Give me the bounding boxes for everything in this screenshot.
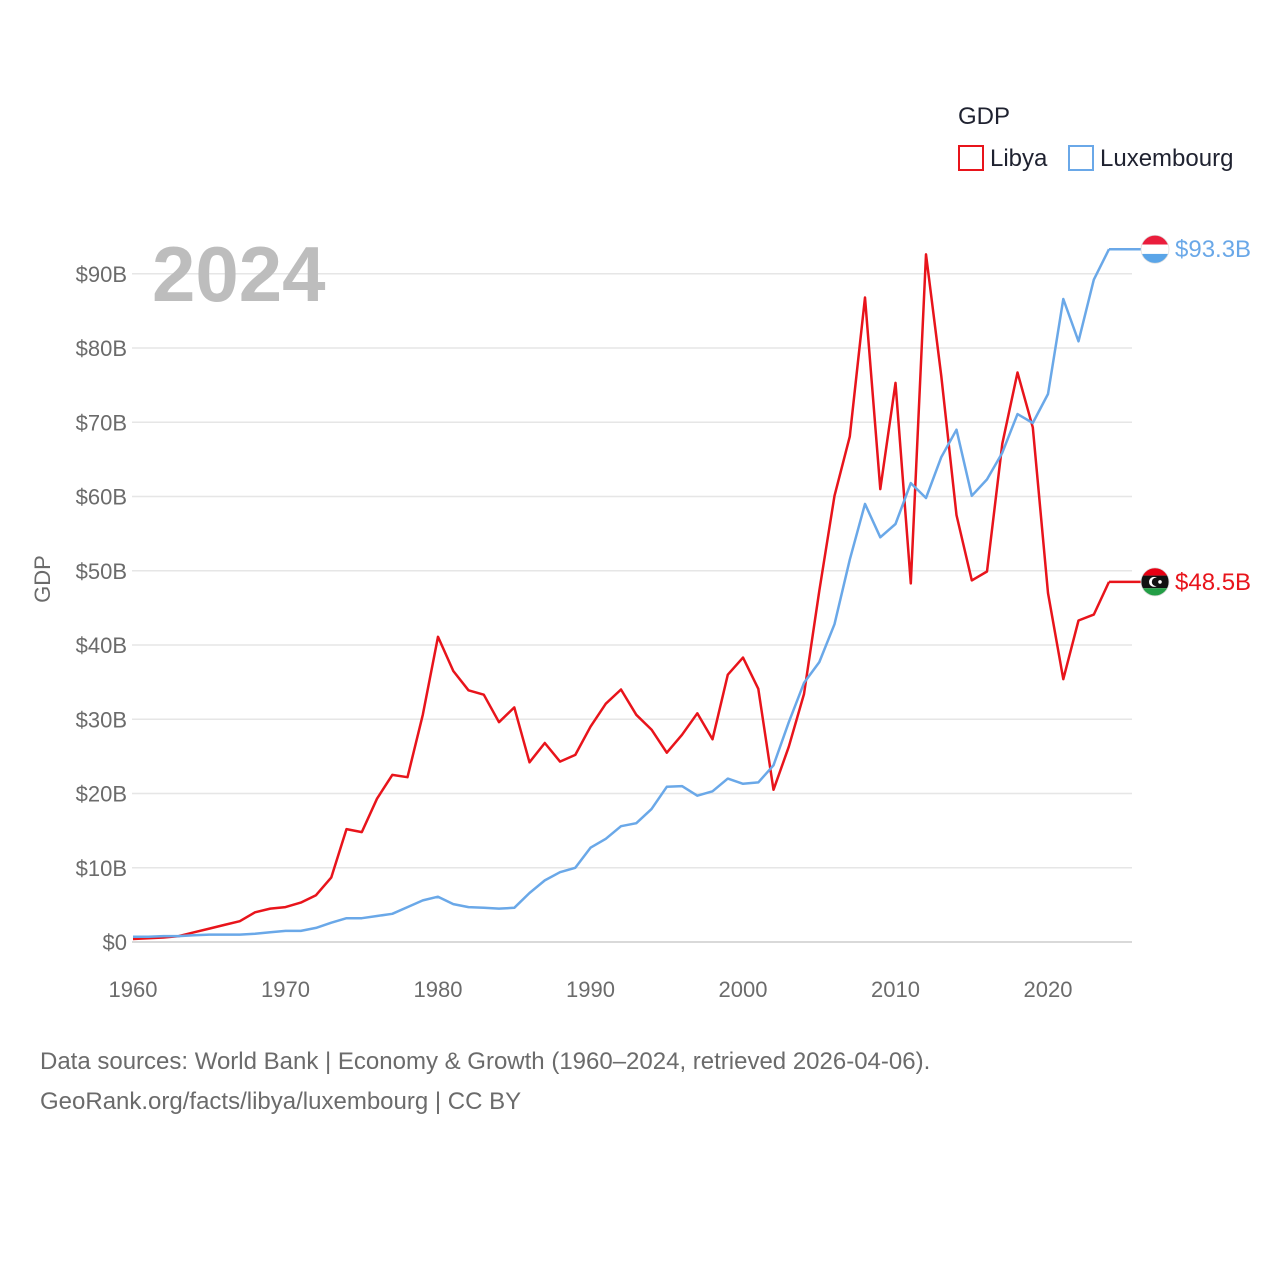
y-tick-label: $60B bbox=[76, 485, 127, 510]
legend-swatch-luxembourg bbox=[1068, 145, 1094, 171]
series-line-libya bbox=[132, 253, 1111, 941]
flag-outline bbox=[1140, 567, 1170, 597]
flag-band-blue bbox=[1141, 253, 1169, 264]
end-value-label-libya: $48.5B bbox=[1175, 569, 1251, 596]
gridlines bbox=[132, 273, 1132, 943]
libya-flag-icon bbox=[1140, 567, 1170, 597]
y-tick-label: $20B bbox=[76, 782, 127, 807]
gdp-line-chart: $0 $10B $20B $30B $40B $50B $60B $70B $80B $90B 1… bbox=[30, 103, 1251, 1002]
source-note: Data sources: World Bank | Economy & Gro… bbox=[40, 1042, 930, 1122]
y-tick-label: $40B bbox=[76, 633, 127, 658]
flag-crescent-inner bbox=[1151, 577, 1161, 587]
x-tick-label: 1960 bbox=[109, 977, 158, 1002]
y-tick-label: $90B bbox=[76, 262, 127, 287]
series-end-markers: $48.5B $93.3B bbox=[1109, 234, 1251, 597]
y-tick-label: $0 bbox=[103, 930, 127, 955]
flag-band-red bbox=[1141, 567, 1169, 576]
flag-outline bbox=[1140, 234, 1170, 264]
flag-band-red bbox=[1141, 235, 1169, 245]
flag-band-green bbox=[1141, 588, 1169, 596]
end-value-label-luxembourg: $93.3B bbox=[1175, 236, 1251, 263]
source-note-line2[interactable]: GeoRank.org/facts/libya/luxembourg | CC … bbox=[40, 1088, 522, 1115]
x-tick-label: 2020 bbox=[1024, 977, 1073, 1002]
x-tick-label: 1970 bbox=[261, 977, 310, 1002]
y-axis-ticks: $0 $10B $20B $30B $40B $50B $60B $70B $80B $90B bbox=[76, 262, 127, 955]
series-line-luxembourg bbox=[133, 248, 1111, 939]
series-lines bbox=[132, 248, 1111, 941]
x-tick-label: 2010 bbox=[871, 977, 920, 1002]
x-tick-label: 2000 bbox=[719, 977, 768, 1002]
legend-label-luxembourg: Luxembourg bbox=[1100, 145, 1233, 172]
x-axis-ticks: 1960 1970 1980 1990 2000 2010 2020 bbox=[109, 977, 1073, 1002]
legend: GDP Libya Luxembourg bbox=[958, 103, 1233, 172]
y-tick-label: $80B bbox=[76, 336, 127, 361]
y-axis-title: GDP bbox=[30, 555, 55, 603]
y-tick-label: $30B bbox=[76, 707, 127, 732]
y-tick-label: $70B bbox=[76, 410, 127, 435]
legend-title: GDP bbox=[958, 103, 1010, 130]
legend-swatch-libya bbox=[958, 145, 984, 171]
luxembourg-flag-icon bbox=[1140, 234, 1170, 264]
flag-band-white bbox=[1141, 244, 1169, 254]
legend-label-libya: Libya bbox=[990, 145, 1048, 172]
flag-star bbox=[1158, 580, 1162, 584]
y-tick-label: $50B bbox=[76, 559, 127, 584]
source-note-line1: Data sources: World Bank | Economy & Gro… bbox=[40, 1048, 931, 1075]
x-tick-label: 1980 bbox=[414, 977, 463, 1002]
x-tick-label: 1990 bbox=[566, 977, 615, 1002]
current-year-label: 2024 bbox=[152, 230, 326, 318]
y-tick-label: $10B bbox=[76, 856, 127, 881]
